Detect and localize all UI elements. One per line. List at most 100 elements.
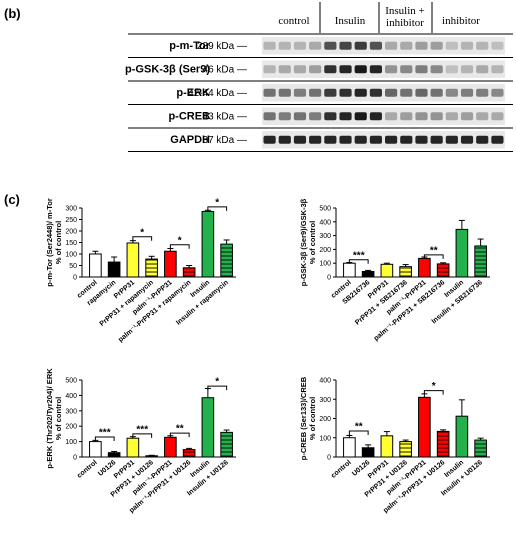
significance-label: ** (176, 424, 184, 435)
blot-band (400, 65, 413, 74)
blot-name-label: GAPDH (170, 134, 210, 146)
significance-label: ** (430, 245, 438, 256)
blot-band (339, 65, 352, 74)
blot-band (354, 135, 367, 144)
blot-strip (262, 131, 505, 149)
significance-bracket (348, 430, 369, 436)
blot-band (354, 65, 367, 74)
blot-band (385, 112, 398, 121)
blot-band (339, 88, 352, 97)
blot-band (293, 41, 307, 50)
blot-band (263, 41, 276, 50)
bar-charts-figure: (c) 0 50 100 150 200 250 300 p-m-Tor (Ser2448)/ … (4, 192, 490, 515)
bar (361, 447, 375, 458)
y-tick-label: 300 (319, 233, 331, 240)
y-tick-label: 0 (327, 455, 331, 462)
significance-label: * (432, 381, 436, 392)
blot-band (460, 135, 474, 144)
blot-strip (262, 107, 505, 125)
blot-band (400, 135, 413, 144)
bar (343, 262, 356, 278)
blot-band (369, 41, 382, 50)
bar-chart-2: 0 100 200 300 400 500 p-GSK-3β (Ser9)/GSK-3β% … (299, 198, 490, 343)
bar (418, 257, 431, 278)
blot-band (339, 135, 352, 144)
blot-band (263, 88, 276, 97)
significance-bracket (94, 436, 115, 441)
bar (455, 228, 469, 278)
y-axis-label: % of control (308, 221, 317, 264)
blot-strip (262, 84, 505, 102)
blot-band (445, 65, 458, 74)
bar (399, 441, 412, 458)
significance-bracket (207, 206, 228, 211)
bar (89, 253, 102, 278)
bar (107, 452, 121, 458)
bar (107, 261, 121, 278)
y-tick-label: 100 (65, 252, 77, 259)
bar (201, 397, 215, 458)
y-tick-label: 0 (73, 275, 77, 282)
blot-band (263, 135, 276, 144)
blot-band (400, 41, 413, 50)
blot-band (491, 112, 504, 121)
bar (343, 437, 356, 458)
group-label-3: inhibitor (442, 15, 480, 27)
blot-band (445, 135, 458, 144)
blot-band (430, 112, 443, 121)
blot-band (460, 88, 474, 97)
blot-band (476, 88, 489, 97)
blot-band (415, 135, 428, 144)
blot-band (385, 135, 398, 144)
blot-band (309, 112, 322, 121)
blot-name-label: p-GSK-3β (Ser9) (125, 64, 210, 76)
blot-band (309, 135, 322, 144)
blot-band (491, 65, 504, 74)
panel-b-western-blot: (b) control Insulin Insulin + inhibitor inhib… (0, 0, 516, 178)
blot-band (385, 88, 398, 97)
bar (164, 436, 177, 458)
blot-kda-label: 37 kDa — (203, 135, 247, 146)
blot-band (278, 41, 291, 50)
blot-band (293, 65, 307, 74)
blot-band (278, 135, 291, 144)
blot-band (385, 41, 398, 50)
bar (145, 258, 158, 278)
y-tick-label: 300 (65, 408, 77, 415)
blot-name-label: p-ERK (176, 87, 210, 99)
blot-band (491, 135, 504, 144)
blot-strip (262, 60, 505, 78)
blot-band (460, 112, 474, 121)
blot-band (309, 41, 322, 50)
blot-band (491, 41, 504, 50)
bar (164, 250, 177, 278)
bar (436, 263, 450, 278)
blot-band (263, 112, 276, 121)
bar (399, 266, 412, 278)
significance-label: * (215, 377, 219, 388)
blot-band (476, 112, 489, 121)
blot-band (263, 65, 276, 74)
bar (380, 435, 394, 458)
blot-band (415, 65, 428, 74)
blot-band (293, 88, 307, 97)
significance-label: * (215, 197, 219, 208)
bar (220, 243, 233, 278)
y-axis-label: % of control (54, 221, 63, 264)
y-tick-label: 200 (319, 416, 331, 423)
bar (89, 441, 102, 458)
bar (361, 270, 375, 278)
y-axis-label: p-CREB (Ser133)/CREB (299, 376, 308, 460)
blot-band (491, 88, 504, 97)
category-label: control (330, 459, 353, 480)
group-label-2: inhibitor (386, 17, 424, 29)
y-tick-label: 400 (319, 219, 331, 226)
bar (126, 437, 140, 458)
blot-band (324, 88, 337, 97)
y-tick-label: 250 (65, 217, 77, 224)
bar-chart-3: 0 100 200 300 400 500 p-ERK (Thr202/Tyr204)/ E… (45, 368, 236, 515)
blot-band (369, 135, 382, 144)
blot-band (369, 65, 382, 74)
blot-band (324, 135, 337, 144)
blot-band (445, 112, 458, 121)
